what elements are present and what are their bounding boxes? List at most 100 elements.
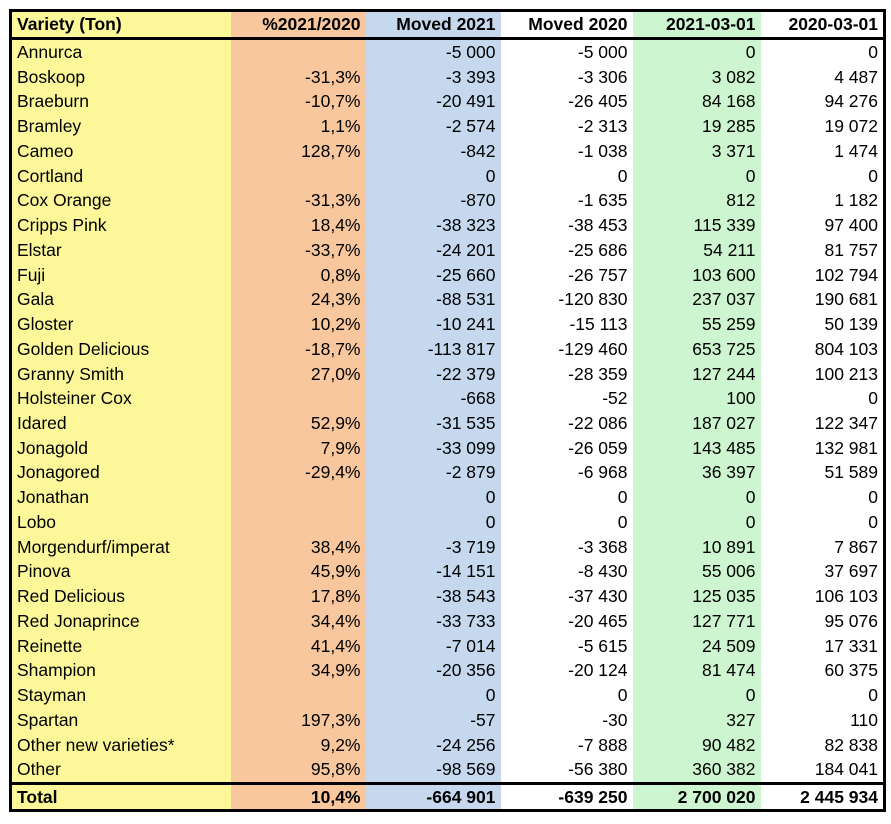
cell-moved-2020: -1 635 <box>500 188 633 214</box>
cell-variety: Lobo <box>9 509 231 535</box>
total-moved-2020: -639 250 <box>500 782 633 813</box>
cell-percent-change: 41,4% <box>230 633 366 659</box>
table-row: Boskoop -31,3% -3 393 -3 306 3 082 4 487 <box>9 64 886 90</box>
total-moved-2021: -664 901 <box>365 782 501 813</box>
table-row: Red Delicious 17,8% -38 543 -37 430 125 035 1… <box>9 584 886 609</box>
cell-percent-change: 197,3% <box>230 707 366 733</box>
table-row: Bramley 1,1% -2 574 -2 313 19 285 19 072 <box>9 114 886 139</box>
cell-percent-change: 18,4% <box>230 213 366 238</box>
cell-stock-2020-03-01: 0 <box>760 36 886 65</box>
cell-percent-change <box>230 163 366 189</box>
table-row: Cameo 128,7% -842 -1 038 3 371 1 474 <box>9 138 886 164</box>
cell-stock-2021-03-01: 55 006 <box>632 559 761 585</box>
cell-stock-2020-03-01: 97 400 <box>760 213 886 238</box>
cell-variety: Annurca <box>9 36 231 65</box>
total-row: Total 10,4% -664 901 -639 250 2 700 020 … <box>9 782 886 813</box>
table-row: Jonagold 7,9% -33 099 -26 059 143 485 132 981 <box>9 435 886 461</box>
cell-moved-2020: 0 <box>500 485 633 510</box>
cell-stock-2021-03-01: 0 <box>632 485 761 510</box>
cell-stock-2021-03-01: 3 371 <box>632 138 761 164</box>
cell-variety: Morgendurf/imperat <box>9 534 231 560</box>
cell-variety: Other <box>9 757 231 784</box>
cell-stock-2020-03-01: 190 681 <box>760 287 886 313</box>
cell-stock-2021-03-01: 115 339 <box>632 213 761 238</box>
cell-stock-2020-03-01: 100 213 <box>760 361 886 387</box>
cell-percent-change: 38,4% <box>230 534 366 560</box>
table-row: Golden Delicious -18,7% -113 817 -129 460 65… <box>9 336 886 362</box>
cell-stock-2021-03-01: 90 482 <box>632 732 761 758</box>
cell-percent-change: 27,0% <box>230 361 366 387</box>
cell-percent-change: -10,7% <box>230 89 366 115</box>
cell-moved-2021: -10 241 <box>365 312 501 337</box>
cell-percent-change <box>230 683 366 708</box>
cell-moved-2021: 0 <box>365 163 501 189</box>
total-stock-2021-03-01: 2 700 020 <box>632 782 761 813</box>
cell-percent-change: 52,9% <box>230 411 366 436</box>
cell-stock-2020-03-01: 184 041 <box>760 757 886 784</box>
cell-variety: Reinette <box>9 633 231 659</box>
table-row: Fuji 0,8% -25 660 -26 757 103 600 102 794 <box>9 262 886 288</box>
cell-moved-2020: -30 <box>500 707 633 733</box>
cell-variety: Spartan <box>9 707 231 733</box>
cell-stock-2021-03-01: 127 771 <box>632 608 761 634</box>
header-stock-2020-03-01: 2020-03-01 <box>760 9 886 40</box>
table-row: Jonathan 0 0 0 0 <box>9 485 886 510</box>
total-stock-2020-03-01: 2 445 934 <box>760 782 886 813</box>
cell-moved-2021: -2 879 <box>365 460 501 486</box>
cell-stock-2020-03-01: 804 103 <box>760 336 886 362</box>
cell-moved-2020: -3 306 <box>500 64 633 90</box>
table-row: Spartan 197,3% -57 -30 327 110 <box>9 707 886 733</box>
cell-stock-2021-03-01: 187 027 <box>632 411 761 436</box>
cell-variety: Fuji <box>9 262 231 288</box>
table-row: Idared 52,9% -31 535 -22 086 187 027 122 347 <box>9 411 886 436</box>
table-row: Elstar -33,7% -24 201 -25 686 54 211 81 757 <box>9 237 886 263</box>
cell-moved-2020: -26 405 <box>500 89 633 115</box>
cell-percent-change: 10,2% <box>230 312 366 337</box>
cell-percent-change: 34,4% <box>230 608 366 634</box>
cell-stock-2020-03-01: 19 072 <box>760 114 886 139</box>
cell-moved-2020: -7 888 <box>500 732 633 758</box>
cell-percent-change: -29,4% <box>230 460 366 486</box>
table-footer: Total 10,4% -664 901 -639 250 2 700 020 … <box>9 782 886 813</box>
cell-variety: Other new varieties* <box>9 732 231 758</box>
table-row: Pinova 45,9% -14 151 -8 430 55 006 37 697 <box>9 559 886 585</box>
header-percent-change: %2021/2020 <box>230 9 366 40</box>
cell-percent-change <box>230 485 366 510</box>
cell-stock-2021-03-01: 127 244 <box>632 361 761 387</box>
cell-moved-2021: -3 393 <box>365 64 501 90</box>
cell-moved-2020: -2 313 <box>500 114 633 139</box>
cell-moved-2021: -31 535 <box>365 411 501 436</box>
cell-stock-2020-03-01: 7 867 <box>760 534 886 560</box>
cell-stock-2020-03-01: 0 <box>760 485 886 510</box>
cell-moved-2020: -1 038 <box>500 138 633 164</box>
cell-moved-2020: -8 430 <box>500 559 633 585</box>
header-row: Variety (Ton) %2021/2020 Moved 2021 Move… <box>9 9 886 40</box>
cell-stock-2020-03-01: 82 838 <box>760 732 886 758</box>
cell-stock-2021-03-01: 812 <box>632 188 761 214</box>
cell-stock-2021-03-01: 0 <box>632 36 761 65</box>
cell-moved-2020: 0 <box>500 683 633 708</box>
cell-stock-2020-03-01: 50 139 <box>760 312 886 337</box>
cell-stock-2021-03-01: 100 <box>632 386 761 412</box>
cell-stock-2021-03-01: 360 382 <box>632 757 761 784</box>
cell-variety: Boskoop <box>9 64 231 90</box>
table-row: Braeburn -10,7% -20 491 -26 405 84 168 94 276 <box>9 89 886 115</box>
total-percent-change: 10,4% <box>230 782 366 813</box>
cell-stock-2021-03-01: 84 168 <box>632 89 761 115</box>
cell-stock-2021-03-01: 143 485 <box>632 435 761 461</box>
cell-moved-2020: -28 359 <box>500 361 633 387</box>
cell-variety: Jonagored <box>9 460 231 486</box>
header-stock-2021-03-01: 2021-03-01 <box>632 9 761 40</box>
table-row: Cortland 0 0 0 0 <box>9 163 886 189</box>
cell-moved-2021: -842 <box>365 138 501 164</box>
cell-moved-2021: -98 569 <box>365 757 501 784</box>
header-variety: Variety (Ton) <box>9 9 231 40</box>
cell-stock-2021-03-01: 125 035 <box>632 584 761 609</box>
table-row: Red Jonaprince 34,4% -33 733 -20 465 127 771… <box>9 608 886 634</box>
cell-percent-change: 9,2% <box>230 732 366 758</box>
table-body: Annurca -5 000 -5 000 0 0 Boskoop -31,3% -3 393… <box>9 36 886 784</box>
cell-moved-2021: -38 543 <box>365 584 501 609</box>
cell-moved-2020: -6 968 <box>500 460 633 486</box>
cell-stock-2020-03-01: 0 <box>760 509 886 535</box>
cell-stock-2020-03-01: 1 474 <box>760 138 886 164</box>
